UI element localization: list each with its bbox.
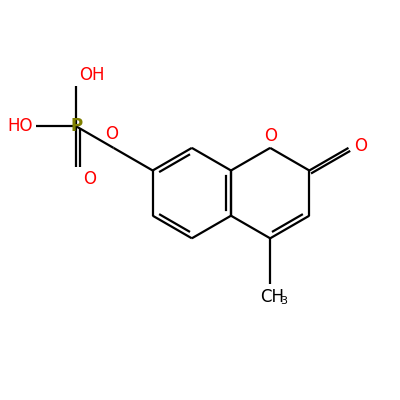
Text: 3: 3 (280, 296, 287, 306)
Text: O: O (354, 137, 367, 155)
Text: P: P (70, 117, 82, 135)
Text: O: O (264, 127, 277, 145)
Text: CH: CH (260, 288, 284, 306)
Text: HO: HO (7, 117, 32, 135)
Text: O: O (83, 170, 96, 188)
Text: OH: OH (79, 66, 104, 84)
Text: O: O (105, 125, 118, 143)
